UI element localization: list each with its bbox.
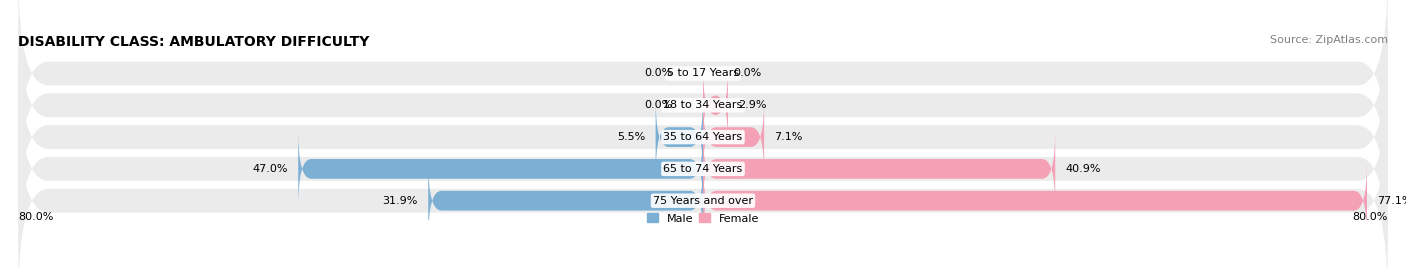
FancyBboxPatch shape — [703, 131, 1056, 207]
Text: 40.9%: 40.9% — [1066, 164, 1101, 174]
Text: 0.0%: 0.0% — [644, 100, 673, 110]
Text: 80.0%: 80.0% — [1353, 212, 1388, 222]
FancyBboxPatch shape — [703, 163, 1367, 239]
Text: 47.0%: 47.0% — [253, 164, 288, 174]
FancyBboxPatch shape — [18, 101, 1388, 268]
Text: DISABILITY CLASS: AMBULATORY DIFFICULTY: DISABILITY CLASS: AMBULATORY DIFFICULTY — [18, 35, 370, 49]
Text: 75 Years and over: 75 Years and over — [652, 196, 754, 206]
Text: 2.9%: 2.9% — [738, 100, 766, 110]
FancyBboxPatch shape — [655, 99, 703, 175]
Text: 31.9%: 31.9% — [382, 196, 418, 206]
FancyBboxPatch shape — [298, 131, 703, 207]
Text: 0.0%: 0.0% — [644, 69, 673, 79]
Text: 65 to 74 Years: 65 to 74 Years — [664, 164, 742, 174]
FancyBboxPatch shape — [703, 99, 763, 175]
FancyBboxPatch shape — [18, 69, 1388, 268]
Text: 0.0%: 0.0% — [733, 69, 762, 79]
FancyBboxPatch shape — [18, 6, 1388, 205]
Text: 18 to 34 Years: 18 to 34 Years — [664, 100, 742, 110]
FancyBboxPatch shape — [18, 0, 1388, 173]
Text: 80.0%: 80.0% — [18, 212, 53, 222]
FancyBboxPatch shape — [18, 38, 1388, 236]
Text: 5 to 17 Years: 5 to 17 Years — [666, 69, 740, 79]
Text: Source: ZipAtlas.com: Source: ZipAtlas.com — [1270, 35, 1388, 45]
FancyBboxPatch shape — [703, 68, 728, 143]
Text: 77.1%: 77.1% — [1378, 196, 1406, 206]
Text: 7.1%: 7.1% — [775, 132, 803, 142]
FancyBboxPatch shape — [429, 163, 703, 239]
Text: 5.5%: 5.5% — [617, 132, 645, 142]
Legend: Male, Female: Male, Female — [647, 214, 759, 224]
Text: 35 to 64 Years: 35 to 64 Years — [664, 132, 742, 142]
